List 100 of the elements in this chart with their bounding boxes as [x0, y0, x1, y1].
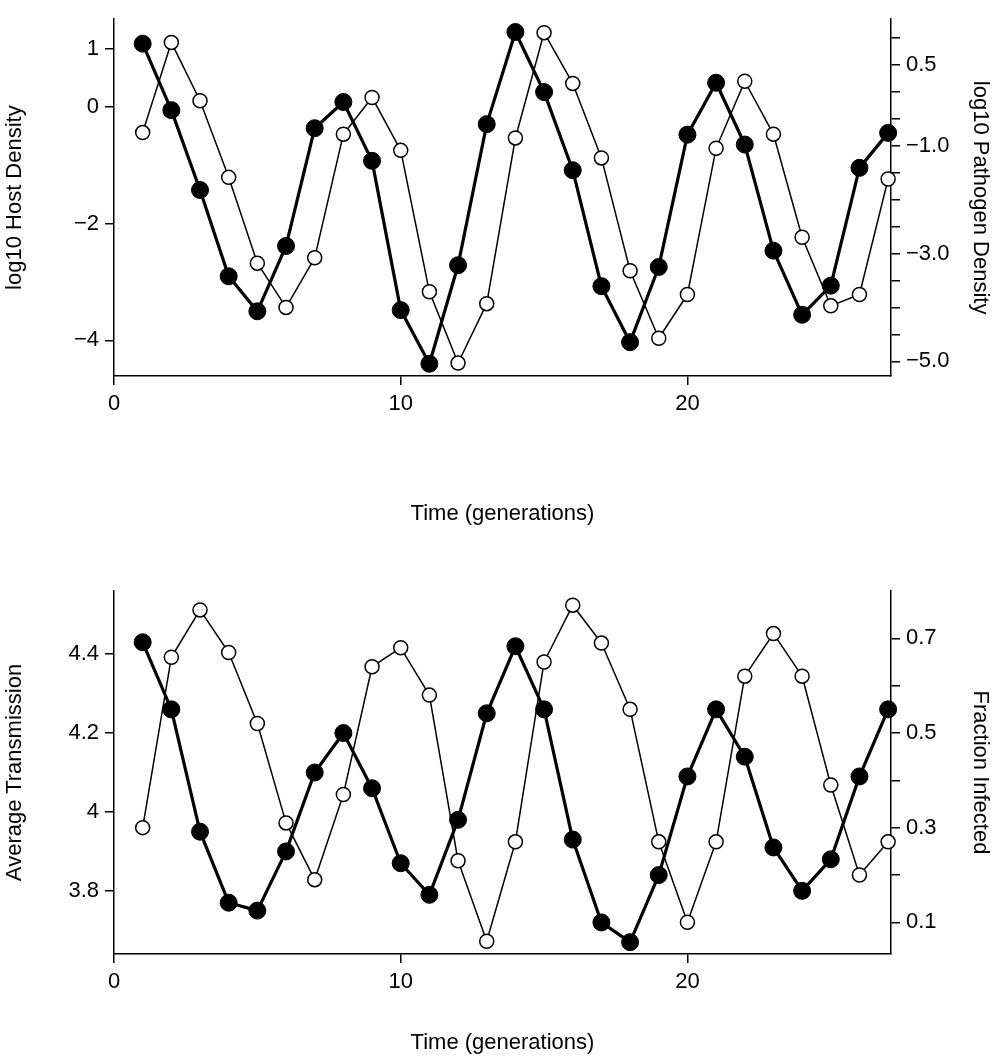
- y2-tick-label: −1.0: [906, 131, 950, 157]
- point: [506, 23, 525, 42]
- point: [478, 933, 495, 949]
- point: [708, 834, 724, 850]
- point: [134, 124, 151, 141]
- point: [191, 822, 210, 841]
- x-axis-title: Time (generations): [410, 1028, 595, 1054]
- point: [420, 354, 439, 373]
- point: [535, 700, 554, 719]
- point: [765, 126, 782, 142]
- point: [477, 115, 496, 134]
- point: [879, 700, 897, 719]
- point: [649, 866, 668, 885]
- point: [592, 277, 611, 296]
- y2-tick-label: 0.5: [906, 50, 937, 76]
- y-tick-label: 0: [86, 93, 99, 119]
- point: [421, 284, 438, 300]
- point: [707, 700, 726, 719]
- point: [278, 815, 294, 831]
- point: [277, 842, 296, 861]
- point: [679, 286, 696, 303]
- point: [563, 161, 582, 180]
- point: [162, 101, 181, 120]
- point: [219, 893, 238, 912]
- point: [565, 597, 581, 613]
- point: [163, 34, 180, 51]
- point: [622, 262, 638, 279]
- point: [391, 301, 410, 320]
- point: [306, 871, 323, 888]
- point: [334, 92, 353, 111]
- point: [220, 169, 237, 186]
- point: [823, 298, 839, 314]
- x-tick-label: 20: [675, 968, 700, 994]
- point: [880, 834, 896, 850]
- point: [737, 668, 753, 684]
- point: [793, 881, 812, 900]
- point: [851, 286, 868, 303]
- point: [335, 126, 352, 142]
- point: [850, 158, 869, 177]
- x-tick-label: 10: [388, 390, 413, 416]
- x-axis-title: Time (generations): [410, 499, 595, 525]
- point: [651, 330, 667, 346]
- point: [880, 171, 896, 187]
- point: [162, 700, 181, 719]
- y2-tick-label: 0.1: [906, 908, 937, 934]
- y2-axis-title: log10 Pathogen Density: [968, 80, 994, 315]
- point: [248, 901, 267, 920]
- point: [305, 119, 324, 138]
- point: [249, 255, 266, 271]
- point: [563, 830, 582, 849]
- point: [764, 838, 783, 857]
- point: [823, 777, 839, 793]
- point: [794, 229, 810, 246]
- y-tick-label: 3.8: [68, 876, 99, 902]
- y-tick-label: −2: [73, 209, 99, 235]
- point: [364, 89, 380, 106]
- point: [821, 276, 840, 295]
- point: [306, 250, 323, 266]
- point: [793, 305, 812, 324]
- point: [191, 181, 210, 200]
- point: [450, 355, 466, 371]
- point: [192, 602, 208, 618]
- point: [536, 24, 552, 41]
- point: [192, 92, 208, 109]
- y-tick-label: 4: [86, 798, 99, 824]
- point: [392, 640, 409, 656]
- point: [536, 654, 552, 670]
- point: [707, 73, 726, 92]
- point: [593, 635, 610, 651]
- point: [363, 151, 382, 170]
- point: [450, 853, 466, 869]
- point: [506, 637, 525, 656]
- point: [163, 649, 180, 666]
- point: [737, 73, 753, 90]
- point: [649, 257, 668, 276]
- point: [621, 333, 640, 352]
- point: [593, 150, 610, 166]
- y2-tick-label: 0.7: [906, 624, 937, 650]
- y2-tick-label: −5.0: [906, 347, 950, 373]
- point: [248, 302, 267, 321]
- y-axis-title: log10 Host Density: [1, 105, 27, 290]
- point: [621, 933, 640, 952]
- point: [735, 747, 754, 766]
- y2-axis-title: Fraction Infected: [968, 690, 994, 855]
- point: [592, 913, 611, 932]
- point: [133, 34, 152, 53]
- point: [651, 834, 667, 850]
- point: [449, 810, 468, 829]
- y-axis-title: Average Transmission: [1, 663, 27, 882]
- y2-tick-label: −3.0: [906, 239, 950, 265]
- point: [679, 914, 696, 931]
- y2-tick-label: 0.3: [906, 813, 937, 839]
- point: [219, 267, 238, 286]
- x-tick-label: 20: [675, 390, 700, 416]
- point: [305, 763, 324, 782]
- point: [851, 867, 868, 883]
- point: [420, 885, 439, 904]
- y-tick-label: 4.4: [68, 640, 99, 666]
- point: [364, 658, 380, 675]
- point: [622, 701, 638, 718]
